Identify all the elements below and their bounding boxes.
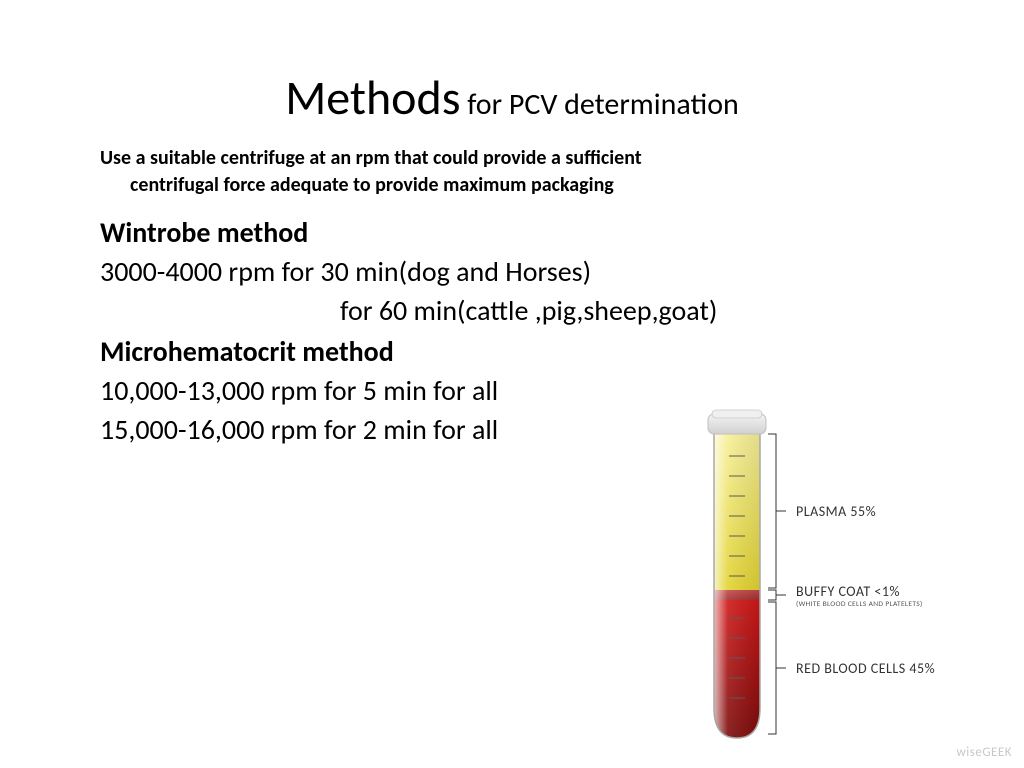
method-0-line-0: 3000-4000 rpm for 30 min(dog and Horses) xyxy=(100,254,924,289)
label-buffy-sub: (WHITE BLOOD CELLS AND PLATELETS) xyxy=(796,600,923,609)
intro-line2: centrifugal force adequate to provide ma… xyxy=(100,172,924,199)
method-0-line-1: for 60 min(cattle ,pig,sheep,goat) xyxy=(100,293,924,328)
watermark: wiseGEEK xyxy=(957,745,1012,760)
title-sub: for PCV determination xyxy=(460,86,738,123)
label-buffy: BUFFY COAT <1% (WHITE BLOOD CELLS AND PL… xyxy=(796,583,923,609)
title-main: Methods xyxy=(285,68,460,127)
intro-text: Use a suitable centrifuge at an rpm that… xyxy=(100,145,924,199)
slide-content: Methods for PCV determination Use a suit… xyxy=(0,0,1024,447)
method-1-line-0: 10,000-13,000 rpm for 5 min for all xyxy=(100,373,924,408)
method-name-1: Microhematocrit method xyxy=(100,334,924,369)
hematocrit-diagram: PLASMA 55% BUFFY COAT <1% (WHITE BLOOD C… xyxy=(696,408,996,760)
method-name-0: Wintrobe method xyxy=(100,215,924,250)
label-buffy-main: BUFFY COAT <1% xyxy=(796,583,900,600)
label-plasma: PLASMA 55% xyxy=(796,503,876,520)
slide-title: Methods for PCV determination xyxy=(100,68,924,127)
intro-line1: Use a suitable centrifuge at an rpm that… xyxy=(100,146,642,170)
method-block-0: Wintrobe method 3000-4000 rpm for 30 min… xyxy=(100,215,924,328)
label-rbc: RED BLOOD CELLS 45% xyxy=(796,660,935,677)
